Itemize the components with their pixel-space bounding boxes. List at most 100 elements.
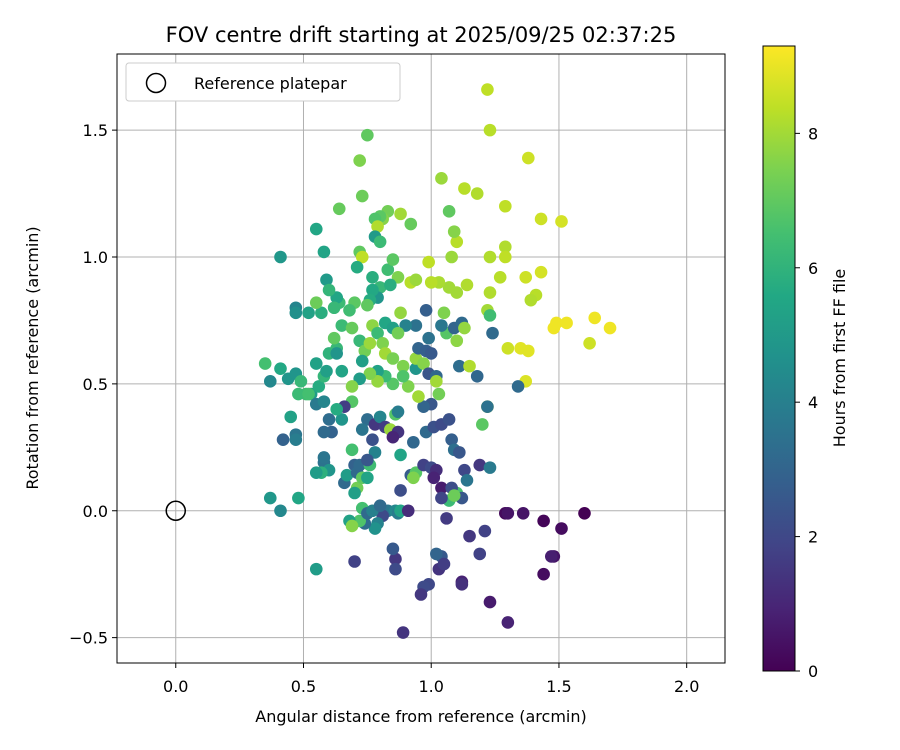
data-point bbox=[361, 471, 374, 485]
data-point bbox=[274, 504, 287, 518]
data-point bbox=[483, 461, 497, 474]
data-point bbox=[407, 435, 420, 449]
data-point bbox=[353, 334, 366, 348]
data-point bbox=[394, 484, 407, 497]
data-point bbox=[422, 331, 435, 345]
data-point bbox=[483, 309, 497, 322]
data-point bbox=[401, 504, 415, 518]
data-point bbox=[353, 154, 366, 167]
chart-title: FOV centre drift starting at 2025/09/25 … bbox=[166, 23, 677, 47]
data-point bbox=[381, 263, 395, 276]
data-point bbox=[455, 578, 469, 591]
x-axis-label: Angular distance from reference (arcmin) bbox=[255, 707, 586, 726]
data-point bbox=[368, 446, 382, 459]
y-tick-label: −0.5 bbox=[69, 629, 108, 648]
data-point bbox=[445, 250, 458, 264]
y-tick-label: 1.5 bbox=[83, 121, 108, 140]
data-point bbox=[348, 486, 361, 500]
data-point bbox=[499, 250, 512, 264]
data-point bbox=[524, 293, 538, 307]
data-point bbox=[437, 306, 451, 320]
data-point bbox=[521, 344, 535, 358]
data-point bbox=[332, 202, 346, 216]
data-point bbox=[345, 321, 359, 335]
data-point bbox=[516, 506, 530, 520]
data-point bbox=[544, 550, 558, 563]
data-point bbox=[386, 430, 400, 444]
data-point bbox=[348, 555, 361, 568]
data-point bbox=[473, 547, 487, 561]
data-point bbox=[309, 466, 323, 479]
data-point bbox=[394, 207, 407, 221]
x-tick-label: 0.5 bbox=[291, 677, 316, 696]
data-point bbox=[399, 319, 412, 332]
data-point bbox=[309, 562, 323, 576]
data-point bbox=[292, 491, 305, 505]
data-point bbox=[453, 446, 466, 459]
data-point bbox=[373, 235, 387, 249]
data-point bbox=[274, 362, 287, 375]
data-point bbox=[435, 319, 448, 332]
data-point bbox=[435, 491, 448, 505]
data-point bbox=[432, 387, 446, 401]
data-point bbox=[350, 260, 364, 274]
data-point bbox=[511, 380, 525, 393]
data-point bbox=[345, 519, 359, 533]
data-point bbox=[361, 453, 374, 467]
data-point bbox=[320, 273, 333, 287]
data-point bbox=[442, 413, 456, 426]
data-point bbox=[355, 250, 369, 264]
data-point bbox=[315, 306, 328, 320]
data-point bbox=[463, 359, 476, 373]
data-point bbox=[361, 128, 374, 142]
data-point bbox=[447, 225, 461, 238]
data-point bbox=[258, 357, 272, 370]
data-point bbox=[534, 212, 548, 226]
data-point bbox=[414, 588, 428, 601]
data-point bbox=[407, 471, 420, 485]
data-point bbox=[440, 512, 453, 525]
data-point bbox=[499, 240, 512, 254]
data-point bbox=[519, 271, 533, 284]
data-point bbox=[458, 321, 471, 335]
data-point bbox=[476, 418, 489, 431]
data-point bbox=[409, 319, 423, 332]
data-point bbox=[389, 562, 402, 576]
data-point bbox=[483, 286, 497, 299]
data-point bbox=[430, 375, 443, 388]
data-point bbox=[501, 506, 515, 520]
data-point bbox=[499, 199, 512, 213]
colorbar-gradient bbox=[762, 45, 796, 672]
data-point bbox=[312, 380, 326, 393]
data-point bbox=[435, 172, 448, 185]
data-point bbox=[404, 217, 418, 231]
data-point bbox=[396, 359, 410, 373]
data-point bbox=[396, 626, 410, 639]
data-point bbox=[417, 357, 430, 370]
data-point bbox=[493, 271, 507, 284]
data-point bbox=[442, 205, 456, 218]
data-point bbox=[483, 123, 497, 137]
colorbar: 0 2 4 6 8 Hours from first FF file bbox=[762, 45, 849, 681]
data-point bbox=[289, 306, 303, 320]
data-point bbox=[355, 423, 369, 436]
data-point bbox=[263, 375, 277, 388]
data-point bbox=[363, 336, 377, 350]
data-point bbox=[330, 347, 343, 360]
data-point bbox=[501, 342, 515, 355]
y-axis: −0.5 0.0 0.5 1.0 1.5 bbox=[69, 121, 117, 648]
y-tick-label: 0.5 bbox=[83, 375, 108, 394]
y-tick-label: 0.0 bbox=[83, 502, 108, 521]
data-point bbox=[424, 276, 438, 289]
data-point bbox=[366, 283, 379, 297]
data-point bbox=[276, 433, 290, 447]
data-point bbox=[309, 357, 323, 370]
x-tick-label: 1.5 bbox=[546, 677, 571, 696]
data-point bbox=[371, 326, 384, 340]
data-point bbox=[373, 499, 387, 512]
data-point bbox=[363, 367, 377, 381]
data-point bbox=[458, 182, 471, 195]
x-tick-label: 1.0 bbox=[418, 677, 443, 696]
data-point bbox=[335, 364, 349, 378]
data-point bbox=[386, 253, 400, 266]
